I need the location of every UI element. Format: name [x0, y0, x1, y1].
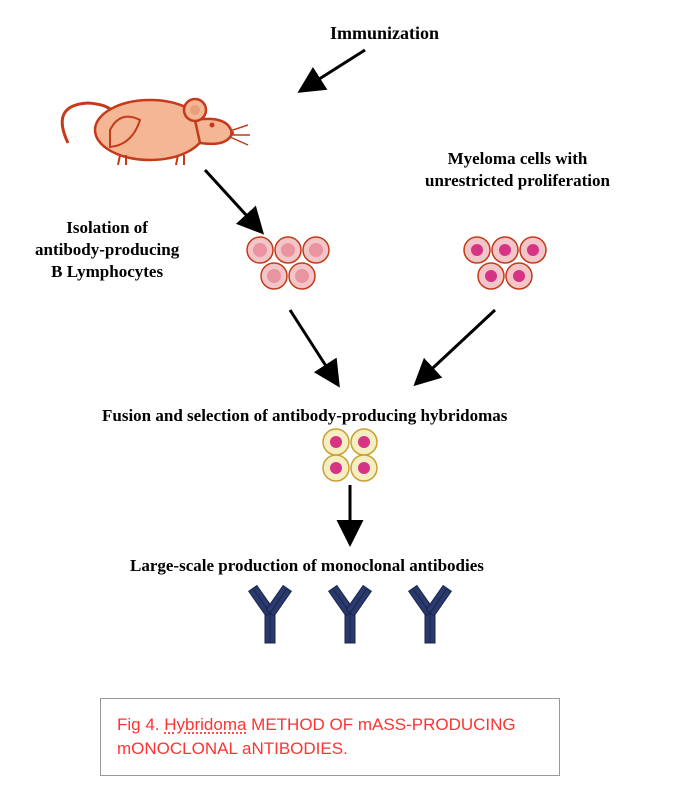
myeloma-cluster: [464, 237, 546, 289]
label-production: Large-scale production of monoclonal ant…: [130, 555, 484, 577]
label-isolation: Isolation of antibody-producing B Lympho…: [35, 217, 179, 283]
figure-caption: Fig 4. Hybridoma METHOD OF mASS-PRODUCIN…: [100, 698, 560, 776]
mouse-icon: [62, 99, 250, 165]
b-lymphocyte-cluster: [247, 237, 329, 289]
label-myeloma: Myeloma cells with unrestricted prolifer…: [425, 148, 610, 192]
arrows: [205, 50, 495, 538]
antibodies-row: [249, 586, 452, 643]
label-immunization: Immunization: [330, 22, 439, 45]
label-fusion: Fusion and selection of antibody-produci…: [102, 405, 507, 427]
caption-underlined: Hybridoma: [164, 715, 246, 734]
hybridoma-cluster: [323, 429, 377, 481]
hybridoma-diagram: [0, 0, 700, 796]
caption-prefix: Fig 4.: [117, 715, 164, 734]
